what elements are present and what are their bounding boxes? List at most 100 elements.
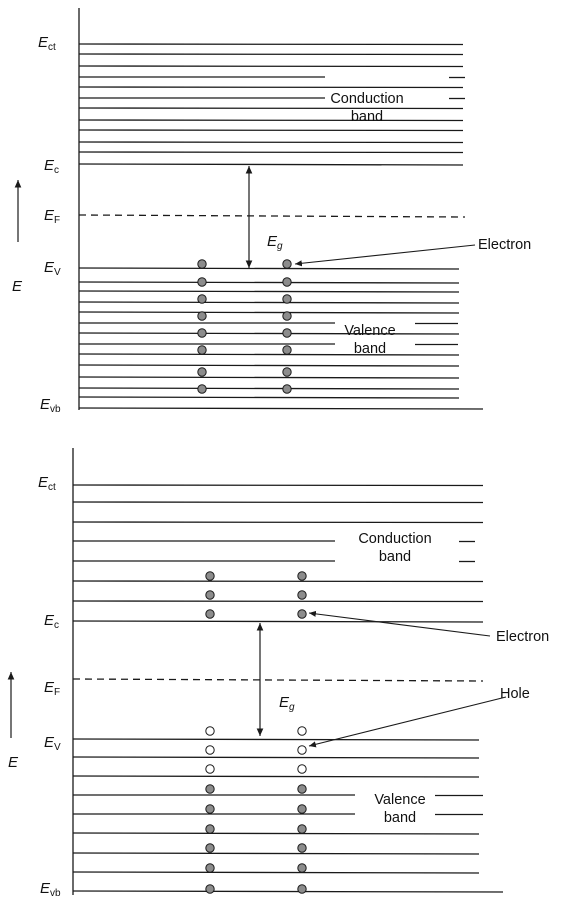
- valence-level-line: [78, 407, 484, 410]
- electron-dot: [197, 277, 207, 287]
- electron-dot: [197, 311, 207, 321]
- top-valence-band-label: Valence band: [344, 323, 396, 357]
- valence-level-line: [72, 890, 504, 893]
- conduction-level-line: [78, 43, 464, 46]
- electron-dot: [282, 277, 292, 287]
- electron-dot: [282, 259, 292, 269]
- valence-level-line: [72, 775, 480, 778]
- conduction-level-line: [78, 119, 464, 122]
- bottom-conduction-band-label: Conduction band: [358, 531, 432, 565]
- electron-dot: [282, 367, 292, 377]
- conduction-level-line: [78, 86, 464, 89]
- valence-level-line: [72, 832, 480, 835]
- conduction-level-line: [72, 600, 484, 603]
- hole-dot: [205, 726, 215, 736]
- bottom-electron-annotation: Electron: [496, 629, 550, 645]
- electron-dot: [205, 863, 215, 873]
- electron-dot: [205, 609, 215, 619]
- conduction-level-line: [78, 141, 464, 144]
- electron-dot: [197, 384, 207, 394]
- annotation-arrow: [294, 244, 476, 267]
- top-evb-label: Evb: [40, 396, 61, 416]
- electron-dot: [297, 590, 307, 600]
- electron-dot: [205, 784, 215, 794]
- hole-dot: [205, 745, 215, 755]
- electron-dot: [297, 884, 307, 894]
- top-band-diagram: [14, 8, 484, 410]
- bottom-ef-label: EF: [44, 679, 61, 699]
- top-eg-label: Eg: [267, 233, 283, 253]
- electron-dot: [297, 784, 307, 794]
- top-electron-annotation: Electron: [478, 237, 532, 253]
- electron-dot: [205, 804, 215, 814]
- conduction-level-line: [78, 53, 464, 56]
- electron-dot: [205, 571, 215, 581]
- annotation-arrow: [308, 610, 491, 637]
- hole-dot: [297, 726, 307, 736]
- bottom-hole-annotation: Hole: [500, 686, 530, 702]
- valence-level-line: [72, 852, 480, 855]
- ev-line: [72, 738, 480, 741]
- valence-level-line: [78, 281, 460, 284]
- valence-level-line: [78, 396, 460, 399]
- valence-level-line: [78, 387, 460, 390]
- valence-level-line: [78, 376, 460, 379]
- electron-dot: [297, 863, 307, 873]
- valence-level-line: [72, 871, 480, 874]
- electron-dot: [205, 590, 215, 600]
- electron-dot: [282, 294, 292, 304]
- electron-dot: [282, 384, 292, 394]
- electron-dot: [197, 367, 207, 377]
- electron-dot: [197, 294, 207, 304]
- ec-line: [72, 620, 484, 623]
- valence-level-line: [78, 301, 460, 304]
- bottom-eg-label: Eg: [279, 694, 295, 714]
- top-energy-axis-label: E: [12, 278, 23, 295]
- electron-dot: [297, 843, 307, 853]
- bottom-ec-label: Ec: [44, 612, 60, 632]
- fermi-level-line: [72, 678, 484, 682]
- bottom-band-diagram: [7, 448, 507, 895]
- top-ec-label: Ec: [44, 157, 60, 177]
- electron-dot: [297, 609, 307, 619]
- conduction-level-line: [72, 580, 484, 583]
- hole-dot: [297, 745, 307, 755]
- valence-level-line: [78, 364, 460, 367]
- electron-dot: [297, 824, 307, 834]
- electron-dot: [197, 345, 207, 355]
- bottom-energy-axis-label: E: [8, 754, 19, 771]
- annotation-arrow: [308, 696, 507, 748]
- bottom-valence-band-label: Valence band: [374, 792, 426, 826]
- valence-level-line: [78, 353, 460, 356]
- electron-dot: [197, 259, 207, 269]
- conduction-level-line: [72, 521, 484, 524]
- ev-line: [78, 267, 460, 270]
- conduction-level-line: [78, 65, 464, 68]
- valence-level-line: [78, 332, 460, 335]
- bottom-ev-label: EV: [44, 734, 61, 754]
- valence-level-line: [78, 290, 460, 293]
- valence-level-line: [72, 756, 480, 759]
- electron-dot: [297, 804, 307, 814]
- conduction-level-line: [72, 484, 484, 487]
- conduction-level-line: [78, 129, 464, 132]
- top-ef-label: EF: [44, 207, 61, 227]
- conduction-level-line: [72, 501, 484, 504]
- conduction-level-line: [78, 151, 464, 154]
- electron-dot: [205, 884, 215, 894]
- hole-dot: [205, 764, 215, 774]
- conduction-level-line: [78, 107, 464, 110]
- electron-dot: [282, 328, 292, 338]
- bottom-evb-label: Evb: [40, 880, 61, 900]
- electron-dot: [282, 311, 292, 321]
- electron-dot: [205, 824, 215, 834]
- electron-dot: [297, 571, 307, 581]
- top-ect-label: Ect: [38, 34, 56, 54]
- valence-level-line: [78, 311, 460, 314]
- ec-line: [78, 163, 464, 166]
- electron-dot: [282, 345, 292, 355]
- hole-dot: [297, 764, 307, 774]
- electron-dot: [205, 843, 215, 853]
- fermi-level-line: [78, 214, 466, 218]
